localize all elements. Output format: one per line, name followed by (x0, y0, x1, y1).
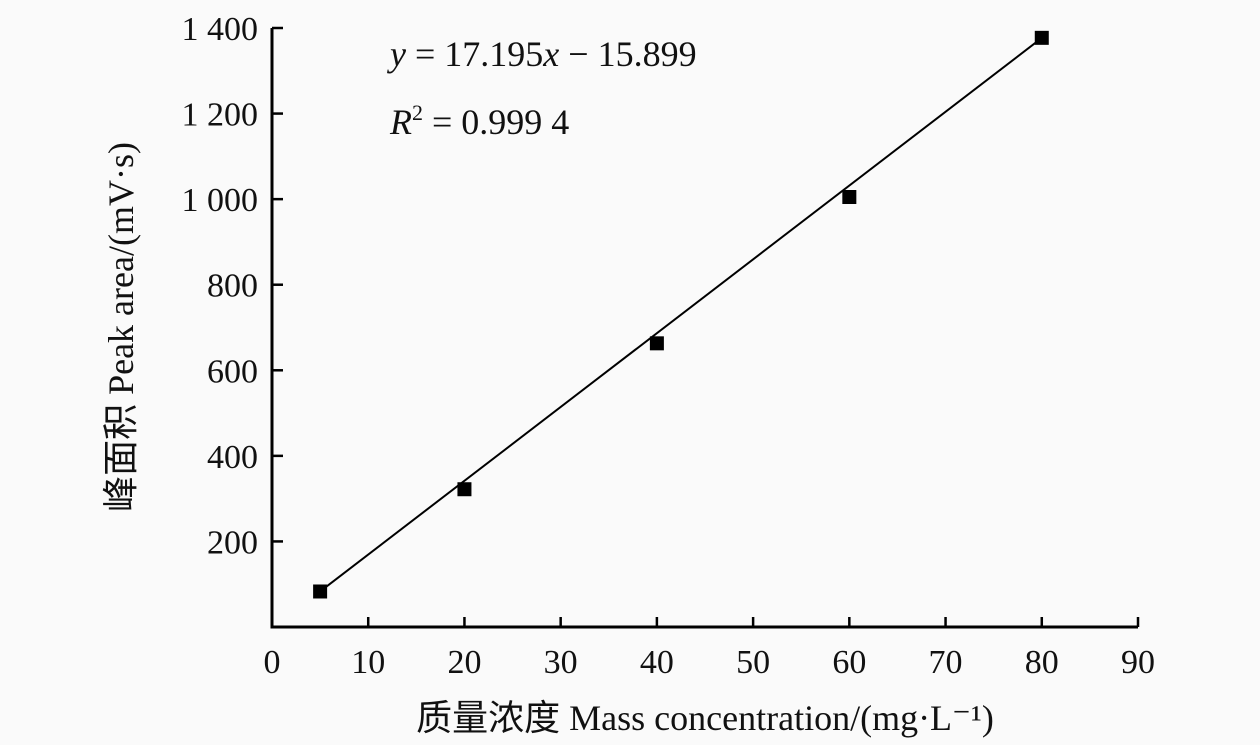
data-point (649, 336, 664, 351)
x-tick-label: 70 (929, 644, 963, 681)
axes: 0 10 20 30 40 50 60 70 80 90 200 400 600 800 1 000 1 20… (182, 11, 1156, 681)
data-point (457, 482, 472, 497)
y-tick-label: 1 000 (182, 182, 259, 219)
x-tick-label: 90 (1121, 644, 1155, 681)
y-tick-label: 1 400 (182, 11, 259, 48)
x-tick-label: 20 (447, 644, 481, 681)
y-tick-label: 400 (207, 439, 258, 476)
data-point (842, 190, 857, 205)
y-tick-label: 800 (207, 268, 258, 305)
data-point (1034, 30, 1049, 45)
fit-line (319, 37, 1043, 593)
y-axis-label: 峰面积 Peak area/(mV·s) (101, 142, 141, 512)
x-tick-label: 60 (832, 644, 866, 681)
equation-annotation: y = 17.195x − 15.899 (387, 34, 697, 74)
y-tick-label: 200 (207, 524, 258, 561)
x-tick-label: 40 (640, 644, 674, 681)
x-tick-label: 50 (736, 644, 770, 681)
r-squared-annotation: R2 = 0.999 4 (389, 100, 569, 142)
y-tick-label: 600 (207, 353, 258, 390)
x-tick-label: 10 (351, 644, 385, 681)
marks (313, 30, 1049, 599)
x-tick-label: 0 (264, 644, 281, 681)
data-point (313, 584, 328, 599)
y-tick-label: 1 200 (182, 97, 259, 134)
x-axis-label: 质量浓度 Mass concentration/(mg·L⁻¹) (416, 698, 994, 738)
x-tick-label: 80 (1025, 644, 1059, 681)
x-tick-label: 30 (544, 644, 578, 681)
